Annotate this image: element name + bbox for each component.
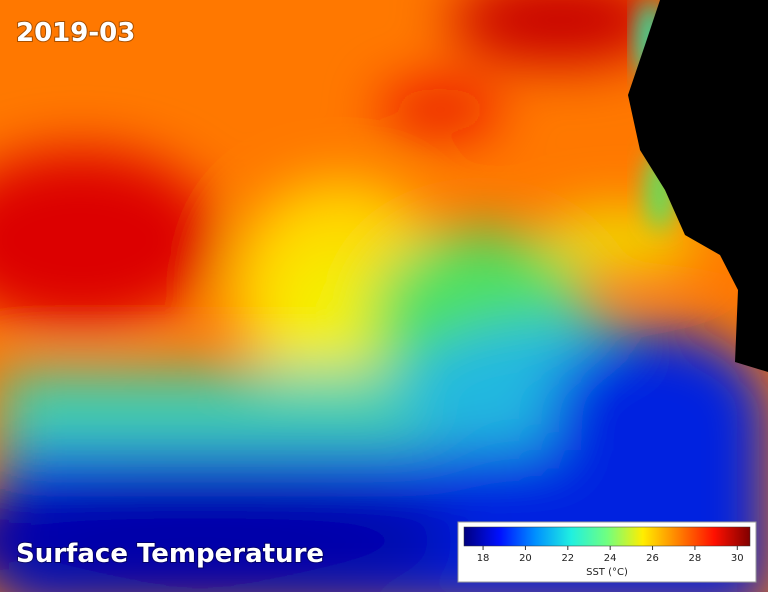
colorbar-scale: [463, 526, 751, 547]
tick-label: 18: [477, 553, 490, 564]
tick-label: 20: [519, 553, 532, 564]
land: [628, 0, 768, 372]
tick-label: 26: [646, 553, 659, 564]
tick-label: 24: [604, 553, 617, 564]
title: Surface Temperature: [16, 539, 324, 569]
tick-label: 28: [689, 553, 702, 564]
colorbar: SST (°C) 18 20 22 24 26 28 30: [457, 521, 757, 583]
tick-label: 22: [561, 553, 574, 564]
date-label: 2019-03: [16, 18, 135, 48]
tick-label: 30: [731, 553, 744, 564]
colorbar-label: SST (°C): [586, 567, 628, 578]
